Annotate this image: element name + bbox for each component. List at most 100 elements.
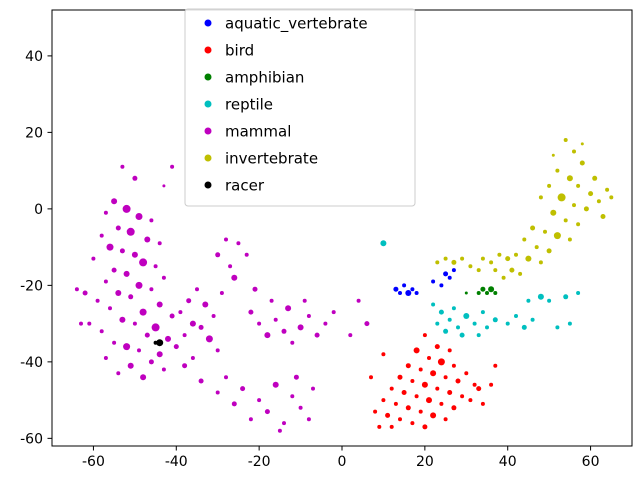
scatter-point-mammal [248,417,253,422]
scatter-point-reptile [492,317,498,323]
scatter-point-bird [381,352,386,357]
scatter-point-mammal [314,332,320,338]
scatter-point-mammal [74,287,79,292]
scatter-point-mammal [156,301,163,308]
legend-box [184,8,416,207]
scatter-point-mammal [331,310,336,315]
scatter-point-mammal [131,251,138,258]
scatter-point-mammal [99,233,104,238]
scatter-point-mammal [128,294,134,300]
scatter-point-aquatic_vertebrate [405,290,412,296]
x-tick-label: -20 [248,454,271,470]
scatter-point-reptile [456,325,460,330]
scatter-point-bird [405,405,411,411]
scatter-point-invertebrate [460,256,465,261]
scatter-point-mammal [144,332,150,338]
scatter-point-bird [447,390,453,395]
scatter-point-invertebrate [605,187,610,192]
scatter-point-reptile [537,293,544,300]
scatter-point-mammal [135,213,143,220]
scatter-point-amphibian [480,286,486,292]
scatter-point-mammal [211,314,216,318]
scatter-point-bird [426,397,432,404]
scatter-point-reptile [476,333,481,338]
scatter-point-invertebrate [588,191,594,197]
scatter-point-bird [472,382,477,387]
scatter-point-mammal [156,351,163,358]
scatter-point-invertebrate [497,252,502,257]
scatter-point-mammal [231,401,237,407]
scatter-point-reptile [463,313,470,319]
scatter-point-bird [418,409,423,414]
scatter-point-invertebrate [451,259,457,265]
scatter-point-invertebrate [550,209,557,216]
scatter-point-mammal [108,306,112,311]
scatter-point-aquatic_vertebrate [402,283,407,288]
scatter-point-mammal [115,225,121,231]
scatter-point-mammal [186,298,192,304]
scatter-point-bird [422,424,428,430]
y-tick-label: 0 [34,202,43,218]
scatter-point-invertebrate [583,206,589,212]
scatter-point-invertebrate [609,195,614,200]
scatter-point-invertebrate [576,222,581,227]
scatter-point-mammal [111,267,117,273]
scatter-point-aquatic_vertebrate [414,291,419,295]
scatter-point-invertebrate [572,203,576,208]
scatter-point-bird [413,347,420,354]
scatter-point-bird [430,412,437,419]
legend-marker-bird [204,46,212,54]
scatter-point-mammal [198,378,204,384]
scatter-point-racer [153,340,158,345]
scatter-point-aquatic_vertebrate [451,268,456,273]
scatter-point-invertebrate [566,175,573,182]
y-tick-label: -40 [20,355,43,371]
scatter-point-bird [464,371,469,376]
scatter-point-mammal [282,421,286,426]
scatter-point-invertebrate [530,225,536,231]
scatter-point-mammal [293,374,299,380]
scatter-point-bird [443,375,448,380]
scatter-point-bird [434,344,440,350]
scatter-point-bird [414,394,419,399]
scatter-point-mammal [161,275,166,280]
legend-label-invertebrate: invertebrate [225,150,318,168]
scatter-point-invertebrate [435,260,440,265]
scatter-point-invertebrate [514,252,518,257]
scatter-point-bird [410,379,415,383]
scatter-point-mammal [149,218,154,223]
scatter-point-reptile [555,325,560,330]
scatter-point-invertebrate [489,260,494,265]
scatter-point-invertebrate [538,260,543,265]
scatter-point-bird [418,367,423,372]
scatter-point-mammal [103,279,108,284]
scatter-point-mammal [139,308,147,316]
scatter-point-mammal [195,287,199,292]
scatter-point-bird [439,401,444,406]
scatter-point-mammal [198,324,204,330]
scatter-point-mammal [182,363,188,369]
y-tick-label: -60 [20,431,43,447]
scatter-point-invertebrate [592,175,598,181]
scatter-point-invertebrate [579,160,585,166]
scatter-point-bird [435,386,440,391]
scatter-point-invertebrate [525,255,532,262]
legend-marker-mammal [204,127,212,135]
scatter-point-bird [468,398,473,403]
scatter-point-amphibian [464,291,468,295]
scatter-point-mammal [306,314,311,318]
scatter-point-mammal [99,329,104,334]
scatter-point-bird [385,412,391,418]
scatter-point-mammal [122,204,131,213]
scatter-point-reptile [443,328,449,334]
scatter-point-mammal [140,374,147,381]
y-tick-label: 20 [25,125,43,141]
scatter-point-reptile [380,240,387,247]
scatter-point-bird [437,358,445,366]
scatter-point-bird [443,417,448,422]
scatter-point-aquatic_vertebrate [447,275,452,280]
legend-label-reptile: reptile [225,96,273,114]
scatter-point-reptile [521,324,527,330]
